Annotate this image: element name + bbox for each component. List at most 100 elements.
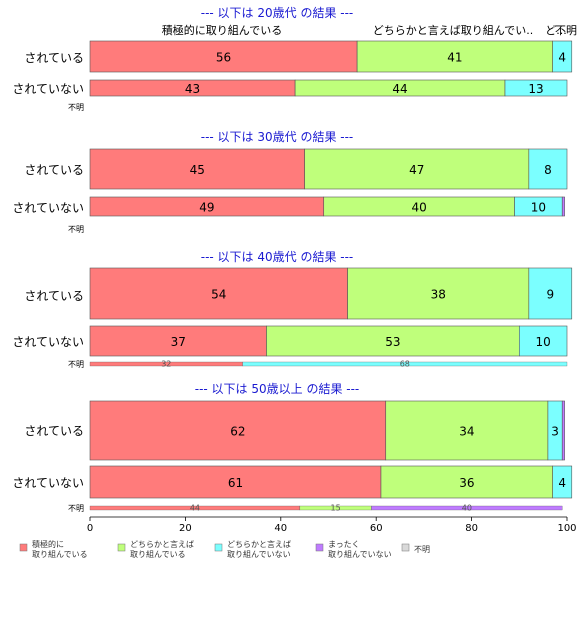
bar-row: されていない 49 40 10 [12, 196, 565, 217]
bar-row: 不明 [68, 103, 84, 112]
panel-2: --- 以下は 30歳代 の結果 --- されている 45 47 8 されていない 49 40… [12, 130, 568, 234]
legend-label: どちらかと言えば [227, 539, 291, 549]
data-label: 49 [199, 201, 214, 215]
x-tick-label: 40 [274, 523, 287, 534]
bar-segment [89, 400, 387, 461]
category-label: されている [24, 289, 84, 303]
data-label: 34 [459, 425, 474, 439]
category-label: されていない [12, 201, 84, 215]
top-segment-label: ど... [545, 24, 567, 37]
bar-segment [371, 505, 563, 511]
bar-segment [347, 267, 530, 320]
category-label: されている [24, 424, 84, 438]
data-label: 4 [558, 51, 566, 65]
data-label: 44 [190, 504, 200, 513]
legend-label: 取り組んでいない [227, 549, 291, 559]
data-label: 15 [331, 504, 341, 513]
bar-segment [528, 148, 568, 190]
x-tick-label: 0 [87, 523, 93, 534]
data-label: 3 [551, 425, 559, 439]
category-label: されていない [12, 476, 84, 490]
bar-segment [89, 465, 382, 499]
bar-row: されている 45 47 8 [24, 148, 568, 190]
data-label: 61 [228, 476, 243, 490]
bar-segment [380, 465, 553, 499]
top-segment-label: どちらかと言えば取り組んでい.. [373, 24, 533, 37]
data-label: 45 [190, 163, 205, 177]
data-label: 37 [171, 335, 186, 349]
top-segment-labels: 積極的に取り組んでいる どちらかと言えば取り組んでい.. ど...不明 [162, 23, 577, 37]
x-tick-label: 60 [370, 523, 383, 534]
data-label: 47 [409, 163, 424, 177]
panel-3: --- 以下は 40歳代 の結果 --- されている 54 38 9 されていない 37 53… [12, 250, 573, 369]
bar-row: 不明 [68, 225, 84, 234]
bar-segment [552, 40, 573, 73]
x-tick-label: 80 [465, 523, 478, 534]
data-label: 13 [528, 82, 543, 96]
legend-label: 取り組んでいる [32, 549, 88, 559]
data-label: 36 [459, 476, 474, 490]
data-label: 54 [211, 288, 226, 302]
panel-title: --- 以下は 50歳以上 の結果 --- [195, 382, 360, 396]
category-label: されていない [12, 82, 84, 96]
x-tick-label: 100 [557, 523, 576, 534]
bar-segment [266, 325, 520, 357]
data-label: 43 [185, 82, 200, 96]
data-label: 9 [546, 288, 554, 302]
panel-4: --- 以下は 50歳以上 の結果 --- されている 62 34 3 されていない 61 3… [12, 382, 573, 513]
data-label: 41 [447, 51, 462, 65]
bar-row: されている 62 34 3 [24, 400, 565, 461]
bar-segment [304, 148, 530, 190]
bar-segment [552, 465, 573, 499]
data-label: 62 [230, 425, 245, 439]
category-label: されている [24, 51, 84, 65]
data-label: 56 [216, 51, 231, 65]
data-label: 8 [544, 163, 552, 177]
bar-segment [89, 267, 348, 320]
bar-segment [504, 79, 568, 97]
legend-label: 取り組んでいない [328, 549, 392, 559]
legend-label: 不明 [414, 545, 430, 554]
data-label: 53 [385, 335, 400, 349]
data-label: 68 [400, 360, 410, 369]
top-segment-label: 不明 [555, 24, 577, 37]
category-label: 不明 [68, 103, 84, 112]
legend-label: まったく [328, 540, 360, 549]
top-segment-label: 積極的に取り組んでいる [162, 23, 282, 37]
x-axis: 0 20 40 60 80 100 [87, 516, 577, 534]
bar-segment [242, 361, 568, 367]
data-label: 44 [392, 82, 407, 96]
bar-row: されていない 43 44 13 [12, 79, 568, 97]
bar-segment [561, 400, 565, 461]
legend: 積極的に取り組んでいるどちらかと言えば取り組んでいるどちらかと言えば取り組んでい… [19, 539, 430, 559]
bar-segment [89, 148, 305, 190]
chart-panels: --- 以下は 20歳代 の結果 --- されている 56 41 4 されていない 43 44… [12, 6, 573, 513]
category-label: されている [24, 163, 84, 177]
category-label: 不明 [68, 360, 84, 369]
bar-segment [356, 40, 553, 73]
bar-row: 不明 44 15 40 [68, 504, 563, 513]
data-label: 38 [431, 288, 446, 302]
legend-item: 積極的に取り組んでいる [19, 539, 88, 559]
bar-segment [528, 267, 573, 320]
legend-swatch [401, 543, 410, 552]
category-label: されていない [12, 335, 84, 349]
panel-title: --- 以下は 20歳代 の結果 --- [201, 6, 354, 20]
panel-title: --- 以下は 40歳代 の結果 --- [201, 250, 354, 264]
legend-swatch [19, 543, 28, 552]
bar-row: されていない 37 53 10 [12, 325, 568, 357]
panel-title: --- 以下は 30歳代 の結果 --- [201, 130, 354, 144]
category-label: 不明 [68, 504, 84, 513]
data-label: 10 [536, 335, 551, 349]
x-tick-label: 20 [179, 523, 192, 534]
data-label: 32 [161, 360, 171, 369]
data-label: 10 [531, 201, 546, 215]
legend-label: 取り組んでいる [130, 549, 186, 559]
bar-segment [89, 325, 267, 357]
legend-item: 不明 [401, 543, 430, 554]
legend-label: 積極的に [32, 539, 64, 549]
